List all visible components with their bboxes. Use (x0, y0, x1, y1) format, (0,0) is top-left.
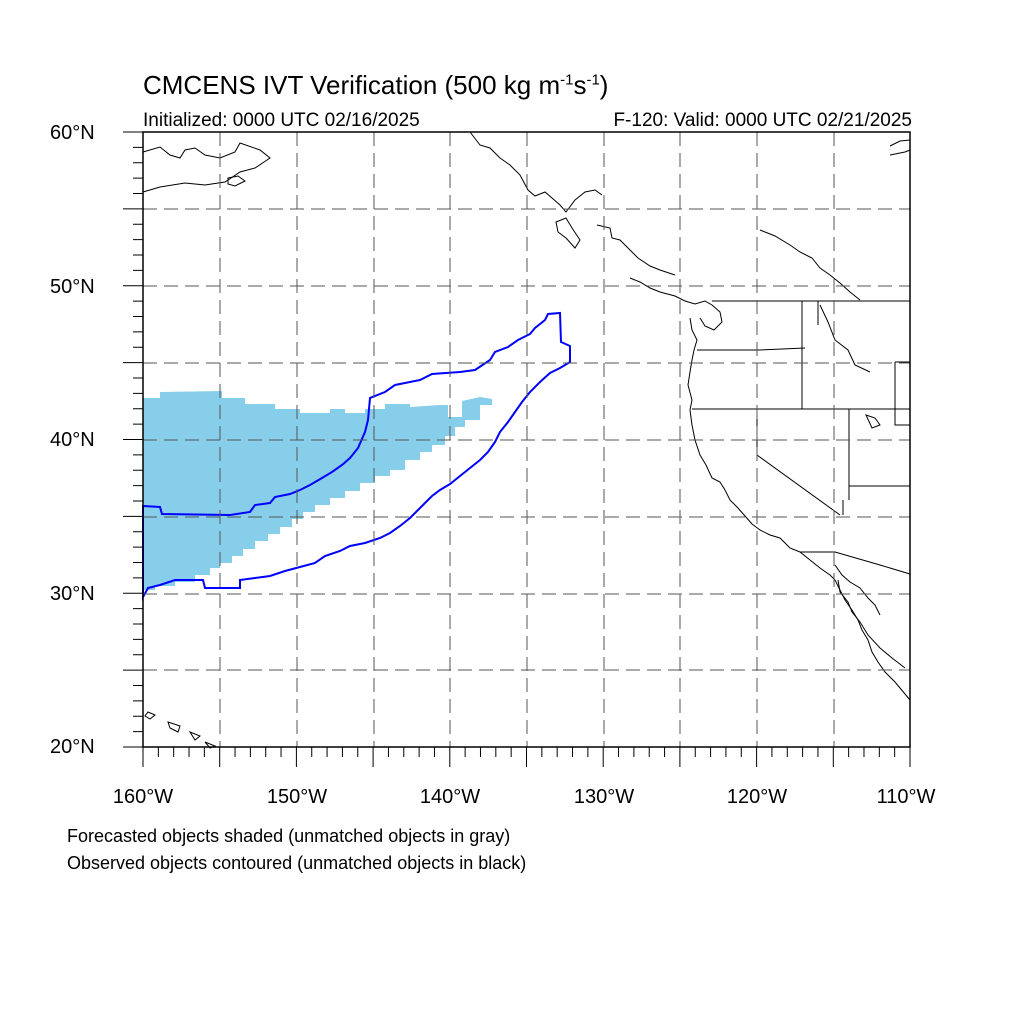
lat-label-40n: 40°N (50, 429, 95, 451)
valid-time: F-120: Valid: 0000 UTC 02/21/2025 (613, 110, 912, 131)
map-title: CMCENS IVT Verification (500 kg m-1s-1) (143, 70, 609, 100)
axis-ticks (123, 131, 911, 767)
lon-label-110w: 110°W (876, 786, 936, 808)
political-borders (692, 300, 911, 575)
lat-label-50n: 50°N (50, 276, 95, 298)
lon-label-120w: 120°W (726, 786, 788, 808)
lon-label-130w: 130°W (573, 786, 635, 808)
forecast-object-shading (143, 391, 492, 590)
lon-label-160w: 160°W (112, 786, 174, 808)
lon-label-150w: 150°W (266, 786, 328, 808)
initialized-time: Initialized: 0000 UTC 02/16/2025 (143, 110, 420, 131)
lat-label-30n: 30°N (50, 583, 95, 605)
lat-label-60n: 60°N (50, 122, 95, 144)
coastlines (142, 131, 911, 749)
grid-lines (143, 132, 910, 747)
caption-forecast: Forecasted objects shaded (unmatched obj… (67, 826, 511, 846)
observed-object-contour (142, 311, 571, 601)
lon-label-140w: 140°W (419, 786, 481, 808)
lat-label-20n: 20°N (50, 736, 95, 758)
caption-observed: Observed objects contoured (unmatched ob… (67, 853, 527, 873)
